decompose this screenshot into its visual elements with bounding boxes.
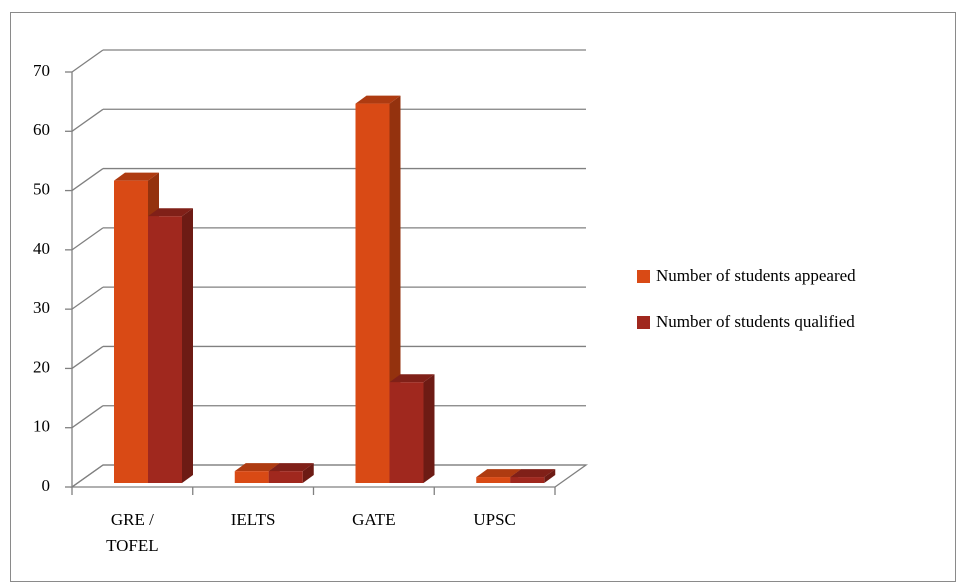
bar-top: [476, 469, 522, 478]
bar-top: [268, 463, 314, 472]
bar-side: [423, 374, 435, 483]
y-tick-label: 10: [33, 417, 50, 436]
bar-top: [510, 469, 556, 478]
bar-side: [544, 469, 556, 483]
bar-front: [234, 471, 269, 483]
legend-swatch: [637, 316, 650, 329]
legend-label: Number of students qualified: [656, 312, 855, 331]
bar: [389, 374, 435, 483]
bar-top: [234, 463, 280, 472]
bar-side: [182, 208, 193, 483]
bar-front: [268, 471, 303, 483]
grid-line-side: [71, 464, 104, 488]
y-tick-label: 60: [33, 120, 50, 139]
x-tick-label: UPSC: [473, 510, 516, 529]
x-tick-label: IELTS: [230, 510, 276, 529]
bar: [148, 208, 193, 483]
grid-line-side: [71, 168, 104, 192]
x-tick-label: GRE / TOFEL: [106, 510, 159, 555]
grid-line-side: [71, 286, 104, 310]
bar-side: [302, 463, 314, 483]
bar-top: [355, 95, 401, 104]
grid-line-side: [71, 108, 104, 132]
bar-front: [114, 180, 148, 483]
bar: [510, 469, 556, 483]
bar-top: [389, 374, 435, 383]
x-tick-label: GATE: [352, 510, 396, 529]
y-tick-label: 40: [33, 239, 50, 258]
bar: [268, 463, 314, 483]
bar-top: [148, 208, 193, 217]
bar-front: [476, 477, 511, 483]
bar-front: [148, 216, 182, 483]
y-tick-label: 50: [33, 179, 50, 198]
grid-line-side: [71, 49, 104, 73]
bar-front: [510, 477, 545, 483]
y-tick-label: 0: [42, 476, 51, 495]
bar-front: [389, 382, 424, 483]
y-tick-label: 30: [33, 298, 50, 317]
y-tick-label: 70: [33, 61, 50, 80]
legend-label: Number of students appeared: [656, 266, 856, 285]
bar-top: [114, 172, 159, 181]
grid-line-side: [71, 345, 104, 369]
legend-swatch: [637, 270, 650, 283]
bar-front: [355, 103, 390, 484]
frame: [10, 12, 956, 582]
y-tick-label: 20: [33, 357, 50, 376]
grid-line-side: [71, 405, 104, 429]
grid-line-side: [71, 227, 104, 251]
